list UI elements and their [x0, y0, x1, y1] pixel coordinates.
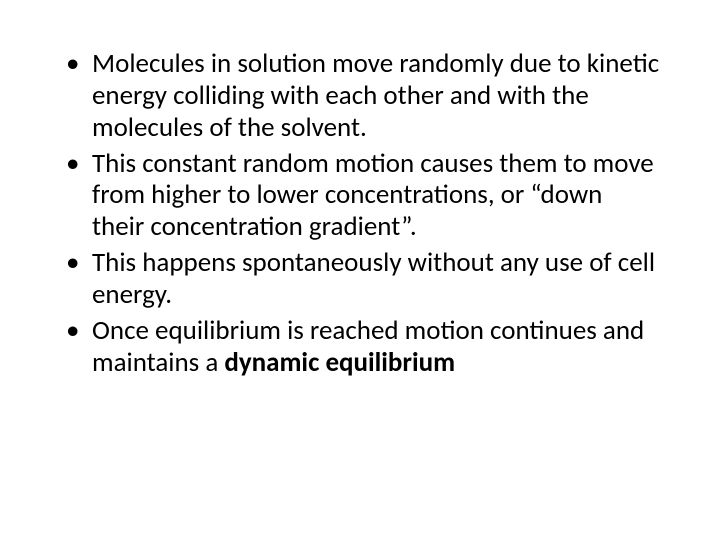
list-item: Molecules in solution move randomly due … — [60, 48, 660, 144]
list-item: This constant random motion causes them … — [60, 148, 660, 244]
list-item-bold: dynamic equilibrium — [224, 346, 455, 379]
slide-body: Molecules in solution move randomly due … — [0, 0, 720, 540]
list-item: Once equilibrium is reached motion conti… — [60, 315, 660, 379]
list-item-text: This constant random motion causes them … — [92, 147, 654, 244]
list-item-text: This happens spontaneously without any u… — [92, 246, 655, 311]
list-item: This happens spontaneously without any u… — [60, 247, 660, 311]
list-item-text: Molecules in solution move randomly due … — [92, 47, 659, 144]
bullet-list: Molecules in solution move randomly due … — [60, 48, 660, 379]
